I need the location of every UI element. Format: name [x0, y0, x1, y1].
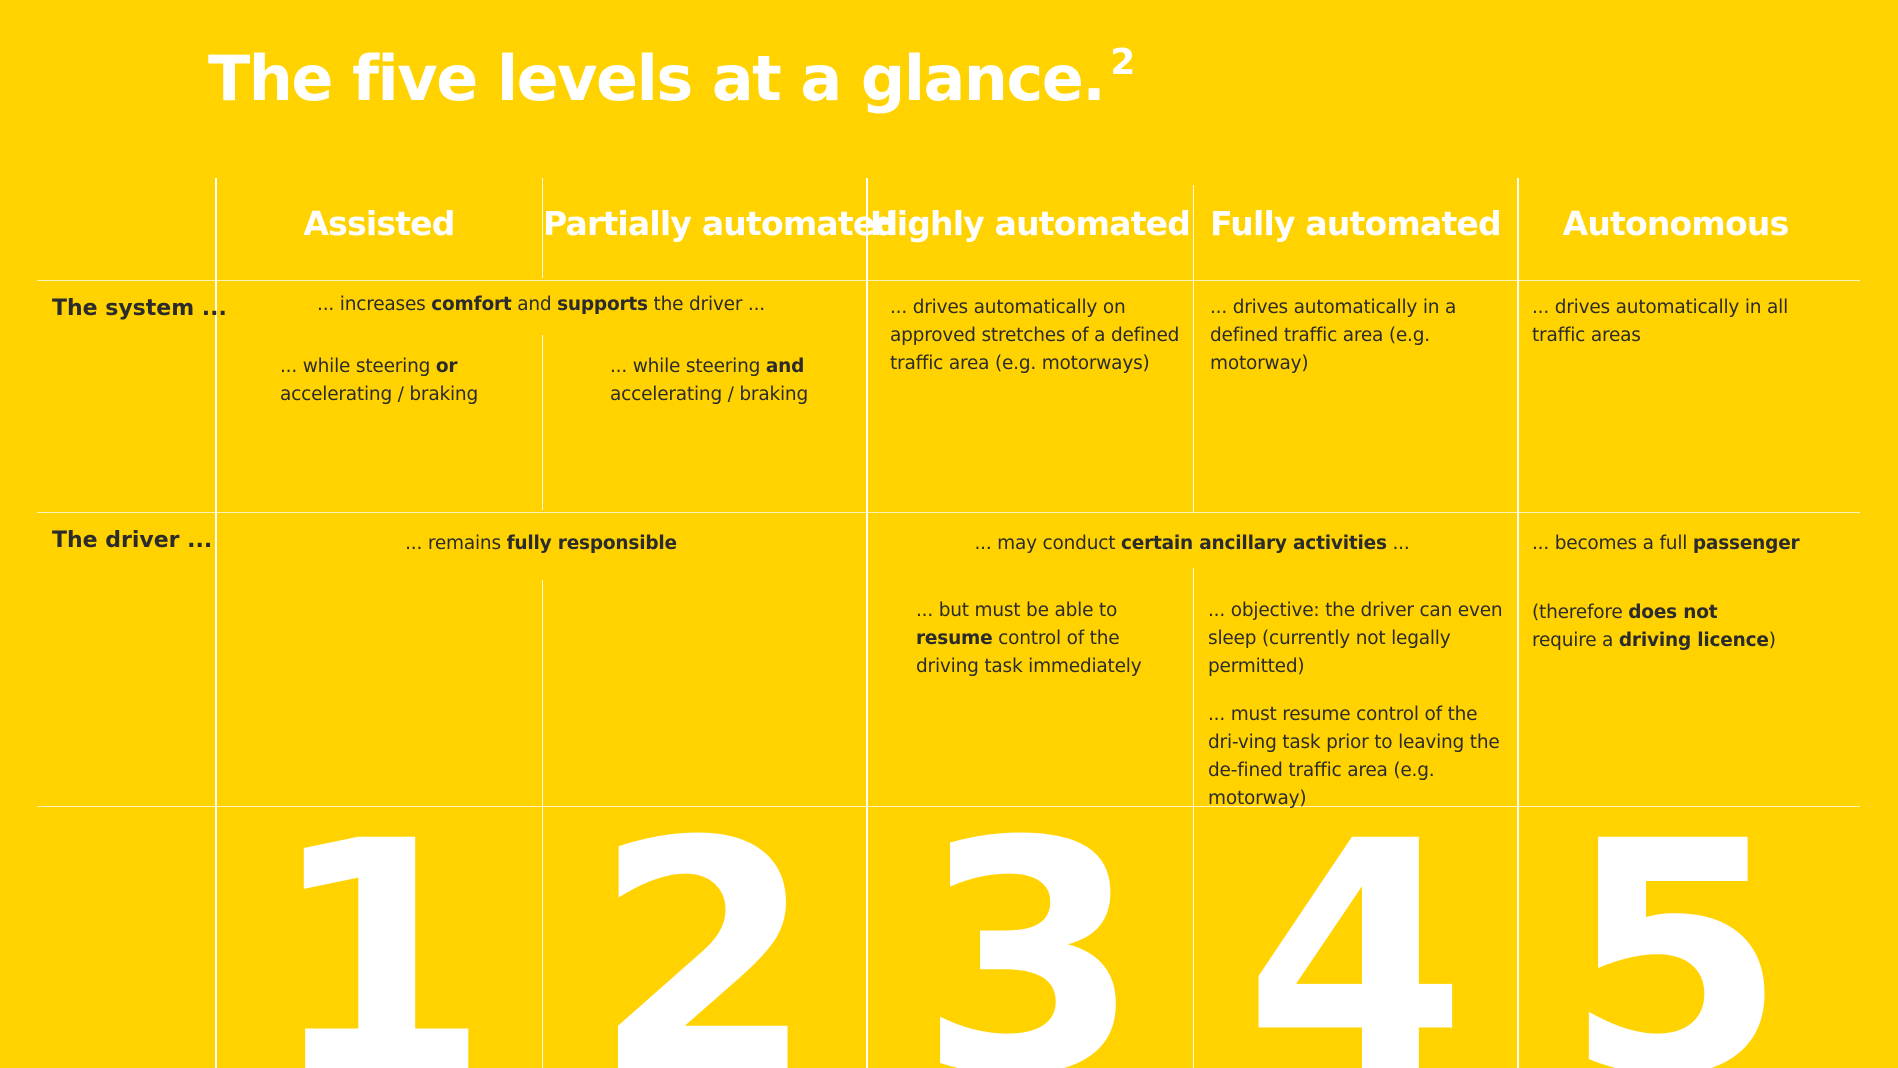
text-bold: comfort [431, 294, 512, 315]
text-span: ... while steering [280, 356, 436, 377]
divider-v-3 [866, 178, 868, 1068]
system-level-5: ... drives automatically in all traffic … [1532, 297, 1789, 346]
divider-v-1 [215, 178, 217, 1068]
level-number-2: 2 [592, 800, 816, 1068]
system-level-1: ... while steering or accelerating / brak… [280, 353, 530, 409]
driver-level-5-licence: (therefore does not require a driving li… [1532, 599, 1777, 655]
text-bold: driving licence [1618, 630, 1769, 651]
level-number-4: 4 [1244, 800, 1467, 1068]
text-span: ... remains [405, 533, 507, 554]
title-footnote: 2 [1110, 42, 1136, 83]
text-span: ... but must be able to [916, 600, 1118, 621]
driver-shared-levels-3-4: ... may conduct certain ancillary activi… [867, 530, 1517, 558]
text-bold: supports [557, 294, 648, 315]
text-bold: or [435, 356, 458, 377]
text-bold: resume [916, 628, 993, 649]
level-number-1: 1 [267, 800, 491, 1068]
text-span: ... increases [317, 294, 432, 315]
text-span: ... becomes a full [1532, 533, 1693, 554]
text-span: require a [1532, 630, 1619, 651]
title-text: The five levels at a glance. [208, 42, 1106, 115]
text-span: control of the driving task immediately [916, 628, 1142, 677]
system-level-3: ... drives automatically on approved str… [890, 297, 1180, 374]
level-number-5: 5 [1564, 800, 1787, 1068]
driver-shared-levels-1-2: ... remains fully responsible [216, 530, 866, 558]
text-span: the driver ... [647, 294, 766, 315]
page-title: The five levels at a glance. 2 [208, 42, 1135, 115]
text-span: (therefore [1532, 602, 1629, 623]
driver-level-5-passenger: ... becomes a full passenger [1532, 530, 1832, 558]
divider-v-5 [1517, 178, 1519, 1068]
text-bold: fully responsible [506, 533, 677, 554]
text-span: ... [1386, 533, 1410, 554]
driver-level-4-objective: ... objective: the driver can even sleep… [1208, 600, 1503, 677]
text-span: and [511, 294, 558, 315]
text-span: ) [1768, 630, 1776, 651]
text-bold: and [765, 356, 805, 377]
system-shared-levels-1-2: ... increases comfort and supports the d… [216, 291, 866, 319]
divider-v-4-upper [1193, 185, 1194, 512]
text-bold: passenger [1692, 533, 1800, 554]
text-bold: certain ancillary activities [1120, 533, 1387, 554]
divider-h-3 [37, 806, 1860, 807]
column-header-highly-automated: Highly automated [869, 204, 1191, 243]
divider-v-2-mid [542, 335, 543, 510]
system-level-4: ... drives automatically in a defined tr… [1210, 297, 1457, 374]
level-number-3: 3 [918, 800, 1142, 1068]
text-span: accelerating / braking [610, 384, 808, 405]
row-label-system: The system ... [52, 296, 227, 321]
column-header-assisted: Assisted [303, 204, 455, 243]
text-span: accelerating / braking [280, 384, 478, 405]
text-span: ... may conduct [974, 533, 1121, 554]
driver-level-4-resume: ... must resume control of the dri-ving … [1208, 704, 1500, 809]
divider-v-2-lower [542, 580, 543, 1068]
column-header-fully-automated: Fully automated [1210, 204, 1501, 243]
divider-v-2-upper [542, 178, 543, 278]
driver-level-3: ... but must be able to resume control o… [916, 597, 1156, 681]
divider-h-1 [37, 280, 1860, 281]
text-bold: does not [1628, 602, 1718, 623]
system-level-2: ... while steering and accelerating / bra… [610, 353, 860, 409]
column-header-partially-automated: Partially automated [543, 204, 898, 243]
divider-v-4-lower [1193, 568, 1194, 1068]
divider-h-2 [37, 512, 1860, 513]
row-label-driver: The driver ... [52, 528, 213, 553]
text-span: ... while steering [610, 356, 766, 377]
column-header-autonomous: Autonomous [1562, 204, 1790, 243]
